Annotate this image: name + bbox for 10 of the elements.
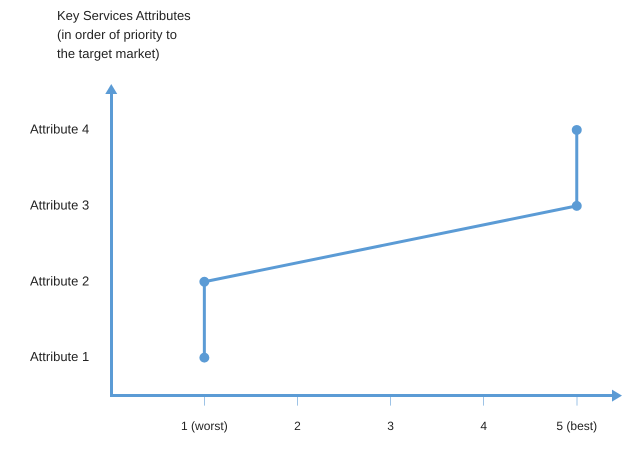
x-tick-label: 3 (387, 419, 394, 434)
y-tick-label: Attribute 4 (30, 122, 90, 137)
y-tick-label: Attribute 2 (30, 273, 90, 288)
y-tick-label: Attribute 1 (30, 349, 90, 364)
y-axis-title: Key Services Attributes (in order of priority to the target market) (57, 7, 192, 63)
x-tick-label: 2 (294, 419, 302, 434)
x-tick-label: 1 (worst) (181, 419, 228, 434)
y-tick-label: Attribute 3 (30, 197, 90, 212)
x-tick-label: 5 (best) (556, 419, 598, 434)
x-tick-label: 4 (480, 419, 488, 434)
